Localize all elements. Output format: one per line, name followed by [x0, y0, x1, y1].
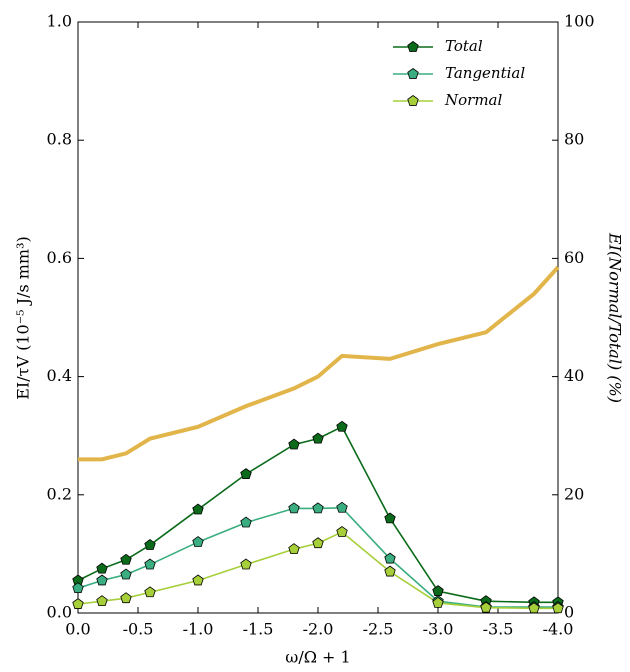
x-tick-label: -4.0 — [543, 620, 574, 639]
data-point — [528, 602, 540, 614]
data-point — [240, 516, 252, 528]
y2-tick-label: 100 — [564, 12, 595, 31]
data-point — [144, 586, 156, 598]
y-axis-label: EI/τV (10⁻⁵ J/s mm³) — [14, 236, 33, 400]
legend-marker — [407, 68, 419, 79]
series-line — [78, 265, 560, 462]
x-tick-label: -1.0 — [183, 620, 214, 639]
y-tick-label: 0.8 — [47, 130, 72, 149]
x-tick-label: -1.5 — [243, 620, 274, 639]
data-point — [192, 536, 204, 547]
y2-tick-label: 80 — [564, 130, 584, 149]
data-point — [96, 574, 108, 586]
data-point — [336, 526, 348, 537]
data-point — [480, 601, 492, 613]
y2-tick-label: 60 — [564, 248, 584, 267]
x-tick-label: 0.0 — [65, 620, 90, 639]
series-line — [77, 425, 558, 604]
y2-axis-label: EI(Normal/Total) (%) — [606, 232, 625, 403]
data-point — [336, 420, 348, 432]
data-point — [432, 585, 444, 596]
data-point — [552, 602, 564, 614]
data-point — [312, 432, 324, 444]
data-point — [72, 582, 84, 594]
y-tick-label: 0.2 — [47, 484, 72, 503]
data-point — [288, 543, 300, 555]
data-point — [384, 552, 396, 564]
legend-marker — [407, 95, 419, 106]
data-point — [192, 503, 204, 515]
data-point — [288, 438, 300, 450]
x-tick-label: -2.5 — [363, 620, 394, 639]
data-point — [384, 565, 396, 577]
y2-tick-label: 20 — [564, 484, 584, 503]
data-point — [144, 539, 156, 550]
y2-tick-label: 0 — [564, 603, 574, 622]
y-tick-label: 1.0 — [47, 12, 72, 31]
y-tick-label: 0.4 — [47, 366, 72, 385]
legend-label: Total — [445, 37, 483, 55]
legend-marker — [407, 41, 419, 52]
y-tick-label: 0.6 — [47, 248, 72, 267]
data-point — [336, 501, 348, 513]
y-tick-label: 0.0 — [47, 603, 72, 622]
x-tick-label: -0.5 — [123, 620, 154, 639]
data-point — [144, 558, 156, 570]
data-point — [96, 595, 108, 607]
data-point — [120, 592, 132, 604]
x-tick-label: -3.5 — [483, 620, 514, 639]
data-point — [240, 558, 252, 570]
x-tick-label: -3.0 — [423, 620, 454, 639]
legend-label: Tangential — [445, 64, 525, 82]
data-point — [120, 568, 132, 580]
legend-label: Normal — [444, 91, 502, 109]
data-point — [72, 598, 84, 609]
data-point — [288, 502, 300, 514]
data-point — [312, 537, 324, 549]
x-axis-label: ω/Ω + 1 — [285, 648, 350, 667]
data-point — [384, 512, 396, 524]
plot-frame — [77, 21, 559, 614]
data-point — [312, 502, 324, 514]
data-point — [192, 574, 204, 586]
y2-tick-label: 40 — [564, 366, 584, 385]
x-tick-label: -2.0 — [303, 620, 334, 639]
data-point — [240, 468, 252, 479]
data-point — [96, 562, 108, 574]
data-point — [120, 553, 132, 565]
data-point — [432, 596, 444, 608]
